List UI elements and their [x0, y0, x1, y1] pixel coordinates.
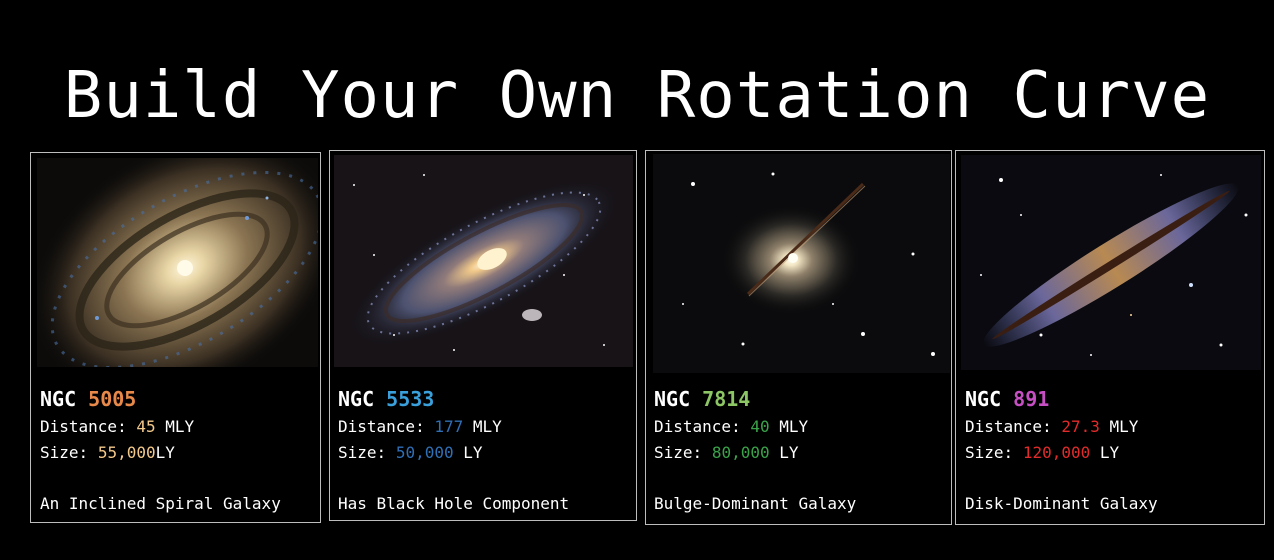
size-label: Size:: [40, 443, 89, 462]
size-unit: LY: [463, 443, 483, 462]
galaxy-size: Size: 120,000 LY: [965, 443, 1119, 463]
galaxy-name: NGC 7814: [654, 387, 750, 411]
size-unit: LY: [155, 443, 175, 462]
distance-unit: MLY: [1109, 417, 1139, 436]
size-value: 120,000: [1022, 443, 1091, 462]
galaxy-distance: Distance: 40 MLY: [654, 417, 808, 437]
size-value: 80,000: [711, 443, 770, 462]
galaxy-distance: Distance: 177 MLY: [338, 417, 502, 437]
galaxy-card-ngc-7814[interactable]: NGC 7814 Distance: 40 MLY Size: 80,000 L…: [645, 150, 952, 525]
galaxy-number: 5005: [88, 387, 137, 411]
galaxy-name: NGC 891: [965, 387, 1049, 411]
galaxy-image-spiral: [37, 158, 318, 367]
galaxy-card-ngc-891[interactable]: NGC 891 Distance: 27.3 MLY Size: 120,000…: [955, 150, 1265, 525]
galaxy-name-prefix: NGC: [654, 387, 691, 411]
galaxy-description: Bulge-Dominant Galaxy: [654, 494, 857, 513]
size-value: 50,000: [395, 443, 454, 462]
size-unit: LY: [779, 443, 799, 462]
galaxy-distance: Distance: 27.3 MLY: [965, 417, 1138, 437]
galaxy-number: 7814: [702, 387, 751, 411]
galaxy-card-ngc-5005[interactable]: NGC 5005 Distance: 45 MLY Size: 55,000LY…: [30, 152, 321, 523]
galaxy-name: NGC 5005: [40, 387, 136, 411]
galaxy-size: Size: 80,000 LY: [654, 443, 799, 463]
distance-unit: MLY: [472, 417, 502, 436]
galaxy-size: Size: 55,000LY: [40, 443, 175, 463]
size-unit: LY: [1099, 443, 1120, 462]
galaxy-card-ngc-5533[interactable]: NGC 5533 Distance: 177 MLY Size: 50,000 …: [329, 150, 637, 521]
galaxy-number: 891: [1013, 387, 1050, 411]
galaxy-image-bulge: [653, 154, 950, 373]
galaxy-name: NGC 5533: [338, 387, 434, 411]
galaxy-image-disk: [961, 155, 1261, 370]
galaxy-distance: Distance: 45 MLY: [40, 417, 194, 437]
distance-label: Distance:: [965, 417, 1052, 436]
galaxy-image-black-hole: [334, 155, 633, 367]
distance-value: 177: [434, 417, 464, 436]
distance-value: 40: [750, 417, 770, 436]
galaxy-size: Size: 50,000 LY: [338, 443, 483, 463]
distance-value: 45: [136, 417, 156, 436]
distance-label: Distance:: [40, 417, 127, 436]
galaxy-description: An Inclined Spiral Galaxy: [40, 494, 281, 513]
galaxy-name-prefix: NGC: [40, 387, 77, 411]
galaxy-name-prefix: NGC: [965, 387, 1002, 411]
page-title: Build Your Own Rotation Curve: [63, 59, 1211, 133]
galaxy-description: Disk-Dominant Galaxy: [965, 494, 1158, 513]
size-value: 55,000: [97, 443, 156, 462]
distance-unit: MLY: [779, 417, 809, 436]
size-label: Size:: [654, 443, 703, 462]
size-label: Size:: [338, 443, 387, 462]
distance-label: Distance:: [338, 417, 425, 436]
galaxy-description: Has Black Hole Component: [338, 494, 570, 513]
size-label: Size:: [965, 443, 1014, 462]
galaxy-name-prefix: NGC: [338, 387, 375, 411]
distance-label: Distance:: [654, 417, 741, 436]
galaxy-number: 5533: [386, 387, 435, 411]
distance-value: 27.3: [1061, 417, 1100, 436]
distance-unit: MLY: [165, 417, 195, 436]
